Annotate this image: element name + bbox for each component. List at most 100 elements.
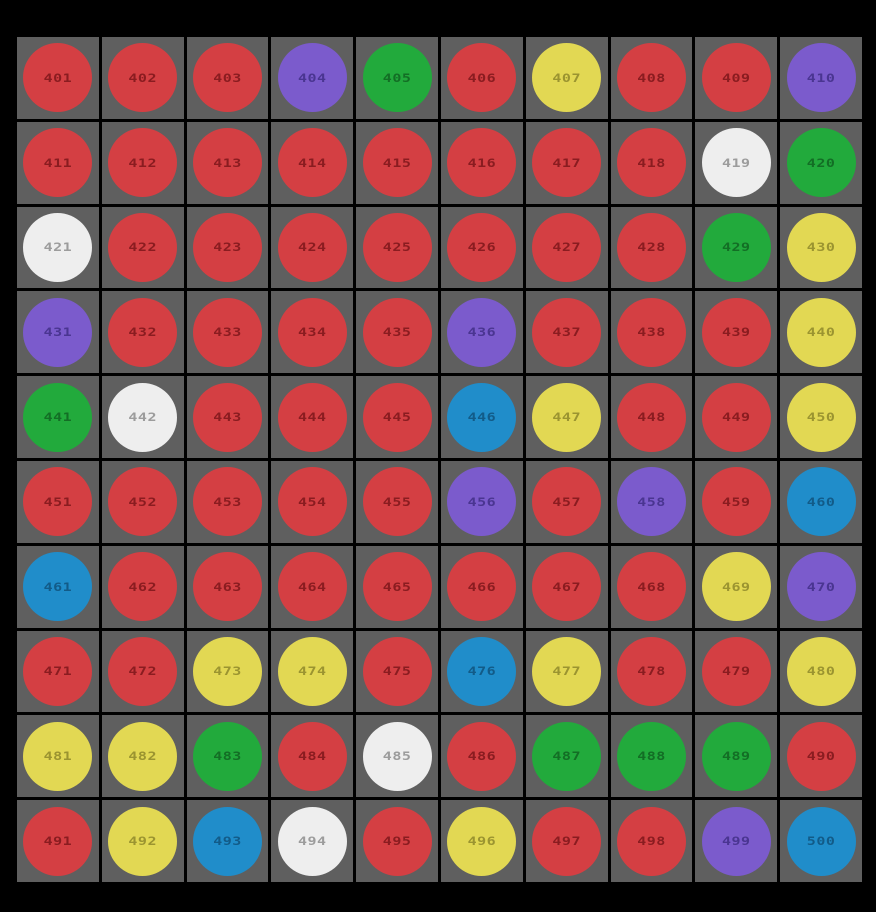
board-cell[interactable]: 406 [441,37,523,119]
board-cell[interactable]: 454 [271,461,354,543]
board-cell[interactable]: 422 [101,206,184,289]
board-cell[interactable]: 407 [525,37,608,119]
board-cell[interactable]: 408 [610,37,693,119]
board-cell[interactable]: 478 [610,630,693,713]
ball-green[interactable]: 429 [701,212,771,282]
board-cell[interactable]: 495 [356,800,438,882]
board-cell[interactable]: 485 [356,715,438,798]
ball-red[interactable]: 453 [192,467,262,537]
board-cell[interactable]: 451 [17,461,99,543]
board-cell[interactable]: 414 [271,121,354,204]
board-cell[interactable]: 462 [101,545,184,628]
board-cell[interactable]: 456 [441,461,523,543]
ball-green[interactable]: 489 [701,721,771,791]
ball-red[interactable]: 428 [616,212,686,282]
ball-red[interactable]: 472 [108,636,178,706]
ball-red[interactable]: 415 [362,128,432,198]
ball-red[interactable]: 401 [23,43,93,113]
board-cell[interactable]: 424 [271,206,354,289]
board-cell[interactable]: 499 [695,800,778,882]
ball-red[interactable]: 444 [277,382,347,452]
ball-red[interactable]: 402 [108,43,178,113]
ball-purple[interactable]: 470 [786,552,856,622]
board-cell[interactable]: 464 [271,545,354,628]
board-cell[interactable]: 401 [17,37,99,119]
ball-yellow[interactable]: 477 [532,636,602,706]
board-cell[interactable]: 436 [441,291,523,374]
ball-red[interactable]: 445 [362,382,432,452]
board-cell[interactable]: 481 [17,715,99,798]
ball-yellow[interactable]: 480 [786,636,856,706]
ball-red[interactable]: 418 [616,128,686,198]
board-cell[interactable]: 500 [780,800,862,882]
board-cell[interactable]: 432 [101,291,184,374]
ball-green[interactable]: 420 [786,128,856,198]
ball-yellow[interactable]: 450 [786,382,856,452]
ball-purple[interactable]: 431 [23,297,93,367]
ball-red[interactable]: 459 [701,467,771,537]
ball-green[interactable]: 487 [532,721,602,791]
ball-yellow[interactable]: 473 [192,636,262,706]
board-cell[interactable]: 497 [525,800,608,882]
ball-green[interactable]: 441 [23,382,93,452]
board-cell[interactable]: 492 [101,800,184,882]
board-cell[interactable]: 425 [356,206,438,289]
ball-yellow[interactable]: 481 [23,721,93,791]
ball-red[interactable]: 463 [192,552,262,622]
ball-red[interactable]: 454 [277,467,347,537]
board-cell[interactable]: 443 [186,376,269,458]
board-cell[interactable]: 411 [17,121,99,204]
ball-red[interactable]: 467 [532,552,602,622]
board-cell[interactable]: 469 [695,545,778,628]
board-cell[interactable]: 430 [780,206,862,289]
board-cell[interactable]: 438 [610,291,693,374]
ball-red[interactable]: 406 [447,43,517,113]
ball-purple[interactable]: 456 [447,467,517,537]
board-cell[interactable]: 494 [271,800,354,882]
board-cell[interactable]: 455 [356,461,438,543]
board-cell[interactable]: 476 [441,630,523,713]
ball-blue[interactable]: 461 [23,552,93,622]
ball-red[interactable]: 412 [108,128,178,198]
board-cell[interactable]: 440 [780,291,862,374]
ball-blue[interactable]: 460 [786,467,856,537]
board-cell[interactable]: 486 [441,715,523,798]
board-cell[interactable]: 466 [441,545,523,628]
board-cell[interactable]: 458 [610,461,693,543]
board-cell[interactable]: 418 [610,121,693,204]
board-cell[interactable]: 470 [780,545,862,628]
board-cell[interactable]: 444 [271,376,354,458]
board-cell[interactable]: 457 [525,461,608,543]
board-cell[interactable]: 461 [17,545,99,628]
ball-red[interactable]: 417 [532,128,602,198]
board-cell[interactable]: 449 [695,376,778,458]
board-cell[interactable]: 489 [695,715,778,798]
board-cell[interactable]: 442 [101,376,184,458]
ball-red[interactable]: 443 [192,382,262,452]
ball-red[interactable]: 484 [277,721,347,791]
ball-red[interactable]: 439 [701,297,771,367]
board-cell[interactable]: 465 [356,545,438,628]
ball-red[interactable]: 416 [447,128,517,198]
ball-red[interactable]: 434 [277,297,347,367]
ball-red[interactable]: 465 [362,552,432,622]
board-cell[interactable]: 409 [695,37,778,119]
board-cell[interactable]: 427 [525,206,608,289]
board-cell[interactable]: 487 [525,715,608,798]
board-cell[interactable]: 460 [780,461,862,543]
board-cell[interactable]: 428 [610,206,693,289]
ball-red[interactable]: 427 [532,212,602,282]
board-cell[interactable]: 452 [101,461,184,543]
board-cell[interactable]: 431 [17,291,99,374]
ball-purple[interactable]: 458 [616,467,686,537]
ball-yellow[interactable]: 496 [447,806,517,876]
ball-purple[interactable]: 436 [447,297,517,367]
ball-red[interactable]: 426 [447,212,517,282]
ball-white[interactable]: 494 [277,806,347,876]
ball-red[interactable]: 475 [362,636,432,706]
board-cell[interactable]: 498 [610,800,693,882]
board-cell[interactable]: 412 [101,121,184,204]
board-cell[interactable]: 437 [525,291,608,374]
board-cell[interactable]: 410 [780,37,862,119]
ball-red[interactable]: 437 [532,297,602,367]
